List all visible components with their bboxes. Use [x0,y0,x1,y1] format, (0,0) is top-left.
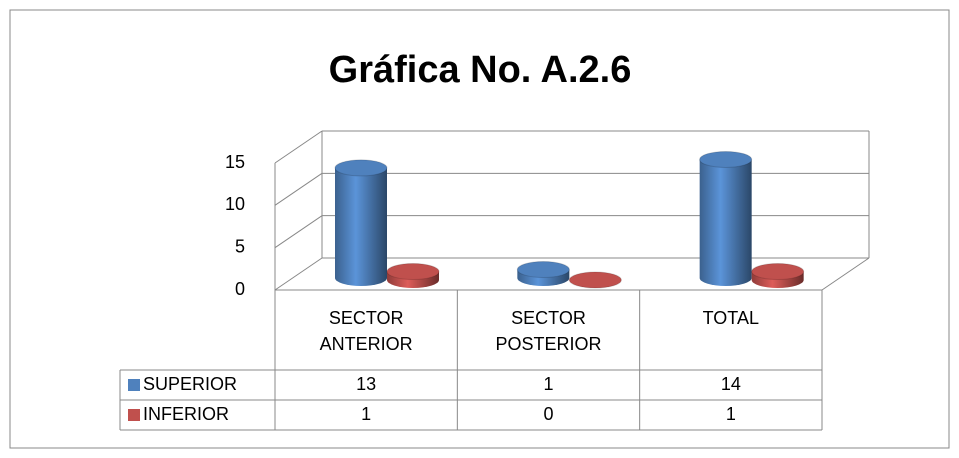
table-value: 1 [361,404,371,424]
chart-frame [9,9,950,449]
legend-label: INFERIOR [143,404,229,424]
grid-line [274,172,323,206]
grid-line [274,215,323,249]
y-tick-label: 0 [235,279,245,299]
y-tick-label: 15 [225,152,245,172]
cylinder-body [335,167,387,286]
table-value: 14 [721,374,741,394]
table-value: 0 [543,404,553,424]
grid-line [274,130,323,164]
legend-swatch [128,409,140,421]
x-tick-label: TOTAL [702,308,759,328]
cylinder-top [699,150,753,168]
x-tick-label: SECTOR ANTERIOR [319,308,413,354]
table-value: 13 [356,374,376,394]
x-tick-label: SECTOR POSTERIOR [495,308,602,354]
cylinder-top [751,263,805,281]
grid-line [274,257,323,291]
table-value: 1 [543,374,553,394]
table-value: 1 [726,404,736,424]
cylinder-top [568,271,622,289]
legend-swatch [128,379,140,391]
cylinder-body [699,159,752,286]
cylinder-top [334,159,388,177]
y-tick-label: 5 [235,236,245,256]
y-tick-label: 10 [225,194,245,214]
floor-side [821,257,870,291]
cylinder-top [386,263,440,281]
legend-label: SUPERIOR [143,374,237,394]
cylinder-top [516,261,570,279]
chart-title: Gráfica No. A.2.6 [329,49,632,91]
